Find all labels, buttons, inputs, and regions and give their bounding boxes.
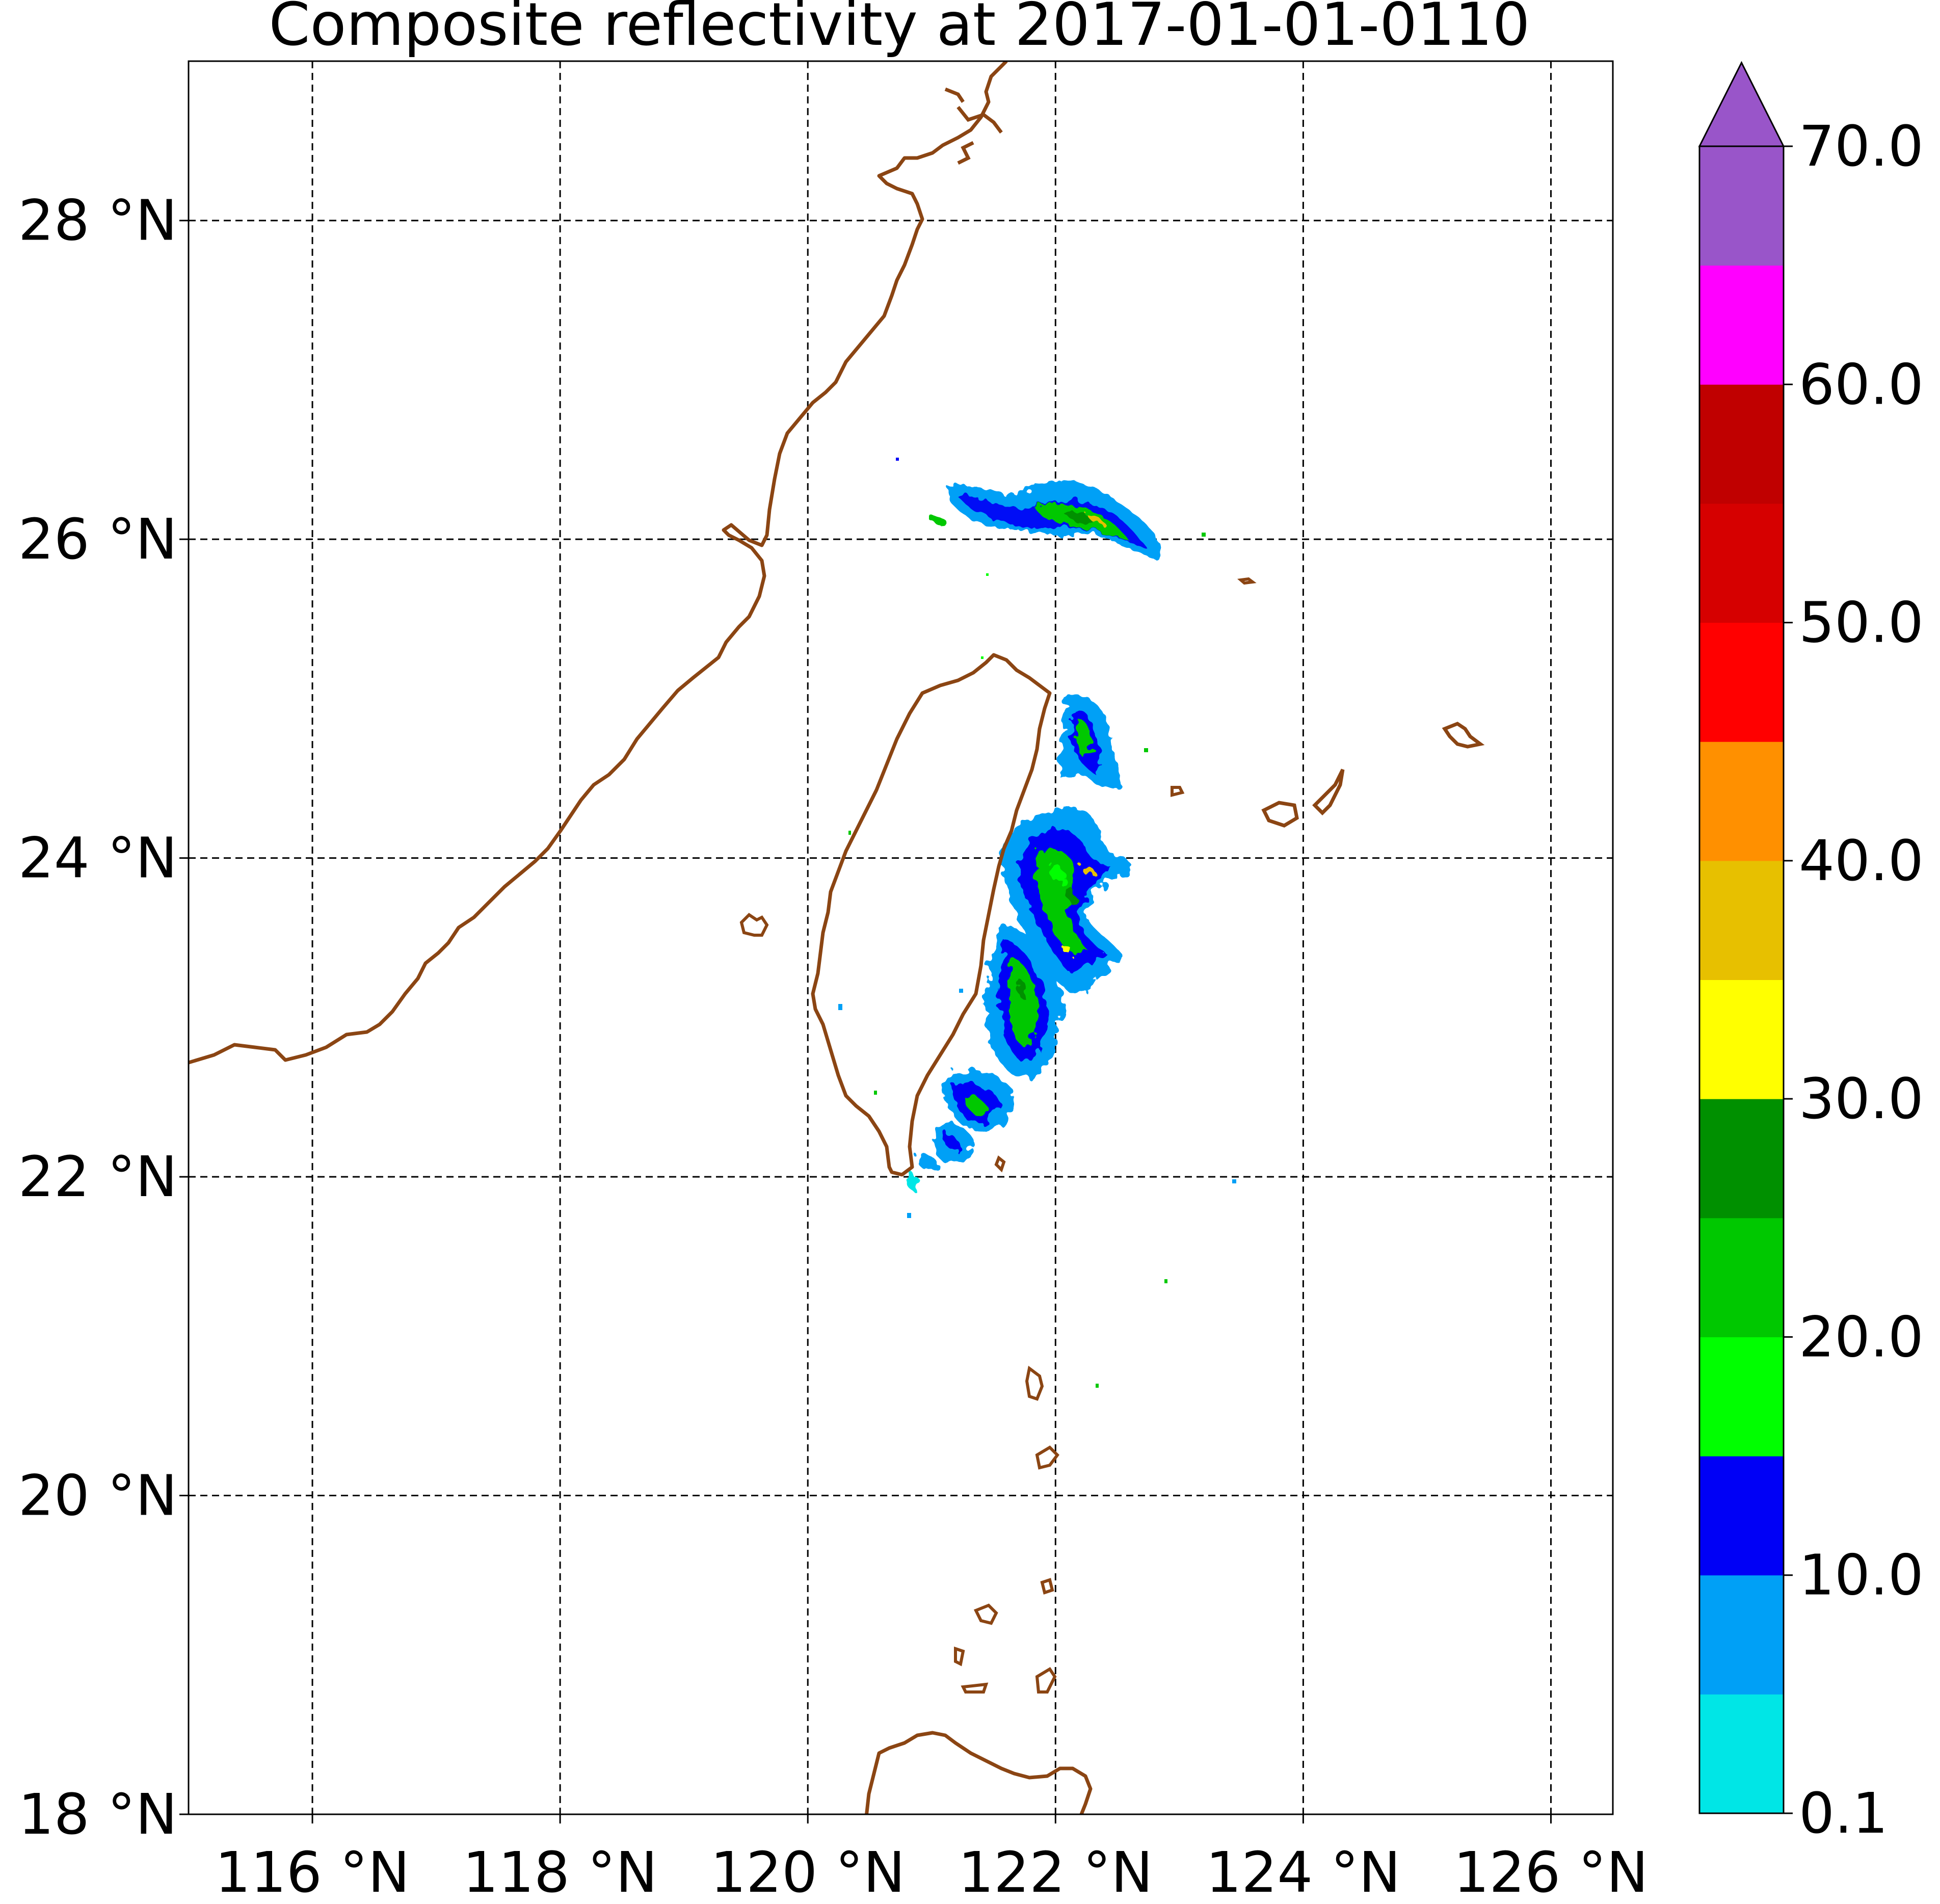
map-plot-area[interactable] [188,60,1614,1817]
coastline-taiwan [811,653,1052,1177]
coastline-okinawa [1442,722,1485,749]
colorbar: 0.1 10.0 20.0 30.0 40.0 50.0 60.0 70.0 [1698,61,1924,1846]
coastlines [189,61,1485,1814]
coastline-batanes-1 [1025,1365,1044,1401]
coastline-babuyan-3 [954,1646,965,1667]
coastline-yaeyama-1 [1171,786,1185,797]
y-tick-label: 22 °N [18,1144,177,1209]
coastline-senkaku [1237,577,1257,585]
y-tick-label: 28 °N [18,188,177,253]
echo-north-band [927,481,1160,561]
coastline-babuyan-4 [1035,1667,1057,1694]
coastline-babuyan-5 [961,1682,989,1694]
x-tick-label: 122 °N [958,1840,1153,1904]
coastline-mainland-china [189,61,1008,1065]
x-tick-label: 120 °N [710,1840,905,1904]
colorbar-tick-label: 60.0 [1799,352,1924,417]
x-tick-label: 124 °N [1206,1840,1400,1904]
x-tick-label: 126 °N [1453,1840,1648,1904]
y-tick-label: 24 °N [18,826,177,891]
echo-east-taiwan-north [1059,696,1121,790]
y-tick-label: 20 °N [18,1463,177,1528]
coastline-zhejiang-islands [944,87,1003,165]
colorbar-segment [1699,1456,1784,1576]
plot-frame [188,60,1614,1815]
colorbar-tick-label: 40.0 [1799,828,1924,893]
axis-ticks: 116 °N 118 °N 120 °N 122 °N 124 °N 126 °N 18 °… [18,188,1649,1904]
echo-east-taiwan-south [906,927,1063,1193]
y-tick-label: 26 °N [18,507,177,572]
colorbar-segment [1699,384,1784,504]
colorbar-frame [1698,145,1785,1814]
coastline-babuyan-1 [1040,1578,1054,1595]
coastline-batanes-2 [1035,1445,1059,1470]
colorbar-segment [1699,742,1784,861]
colorbar-segment [1699,1218,1784,1337]
coastline-miyako [1312,769,1345,815]
colorbar-extend-arrow [1698,61,1785,147]
radar-echoes [838,458,1236,1388]
echo-specks [838,458,1236,1388]
colorbar-tick-label: 30.0 [1799,1066,1924,1131]
coastline-yaeyama-2 [1261,801,1299,828]
colorbar-tick-label: 50.0 [1799,590,1924,655]
colorbar-segment [1699,980,1784,1099]
colorbar-segment [1699,622,1784,742]
figure-title: Composite reflectivity at 2017-01-01-011… [269,0,1530,59]
colorbar-tick-label: 0.1 [1799,1781,1888,1846]
colorbar-tick-label: 20.0 [1799,1304,1924,1369]
coastline-green-island [994,1155,1006,1173]
colorbar-tick-label: 70.0 [1799,114,1924,179]
colorbar-segment [1699,1694,1784,1814]
colorbar-segment [1699,265,1784,385]
colorbar-segment [1699,1575,1784,1695]
coastline-luzon [865,1731,1093,1814]
colorbar-tick-label: 10.0 [1799,1543,1924,1608]
map-background [189,61,1613,1814]
y-tick-label: 18 °N [18,1782,177,1847]
colorbar-segment [1699,503,1784,623]
x-tick-label: 118 °N [463,1840,657,1904]
colorbar-segment [1699,860,1784,980]
colorbar-segment [1699,1099,1784,1219]
colorbar-segment [1699,146,1784,266]
x-tick-label: 116 °N [215,1840,410,1904]
coastline-penghu [739,913,769,937]
graticule [189,61,1613,1814]
colorbar-segment [1699,1337,1784,1457]
coastline-babuyan-2 [973,1603,998,1625]
